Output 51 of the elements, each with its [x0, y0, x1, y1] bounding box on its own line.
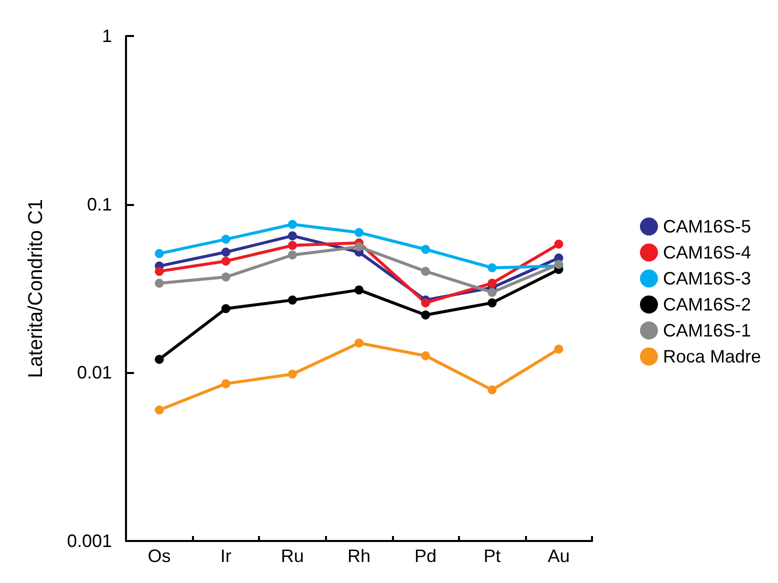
point — [421, 310, 430, 320]
point — [488, 288, 497, 297]
x-tick-label: Au — [548, 546, 570, 566]
point — [221, 256, 230, 266]
point — [354, 242, 364, 252]
point — [154, 249, 164, 258]
point — [421, 266, 430, 276]
point — [221, 304, 230, 314]
legend-label: CAM16S-4 — [662, 242, 751, 262]
y-tick-label: 0.01 — [76, 362, 112, 383]
point — [488, 263, 497, 272]
legend-label: Roca Madre — [662, 346, 762, 366]
point — [354, 228, 364, 238]
x-tick-label: Ru — [280, 546, 304, 566]
point — [354, 285, 364, 294]
y-tick-label: 0.001 — [66, 531, 112, 551]
x-tick-label: Pd — [414, 546, 437, 566]
point — [488, 298, 497, 308]
point — [354, 338, 364, 348]
point — [288, 296, 297, 305]
point — [288, 231, 297, 240]
point — [154, 278, 164, 288]
point — [221, 248, 230, 257]
point — [288, 220, 297, 229]
point — [154, 354, 164, 364]
x-tick-label: Rh — [347, 546, 371, 566]
point — [554, 344, 564, 354]
point — [154, 406, 164, 415]
y-tick-label: 1 — [102, 26, 112, 46]
point — [421, 298, 430, 308]
point — [488, 278, 497, 288]
point — [421, 351, 430, 360]
legend-label: CAM16S-1 — [662, 320, 751, 340]
y-axis-title: Laterita/Condrito C1 — [25, 199, 47, 378]
point — [488, 385, 497, 394]
legend-label: CAM16S-5 — [662, 216, 751, 236]
point — [288, 250, 297, 260]
y-tick-label: 0.1 — [86, 194, 112, 214]
x-tick-label: Ir — [220, 546, 232, 566]
point — [221, 379, 230, 388]
point — [221, 234, 230, 244]
point — [554, 240, 564, 249]
point — [221, 272, 230, 282]
legend-label: CAM16S-3 — [662, 268, 751, 288]
point — [288, 240, 297, 250]
point — [154, 266, 164, 276]
legend-label: CAM16S-2 — [662, 294, 751, 314]
x-tick-label: Os — [148, 546, 171, 566]
x-tick-label: Pt — [484, 546, 501, 566]
point — [288, 370, 297, 379]
point — [421, 244, 430, 254]
